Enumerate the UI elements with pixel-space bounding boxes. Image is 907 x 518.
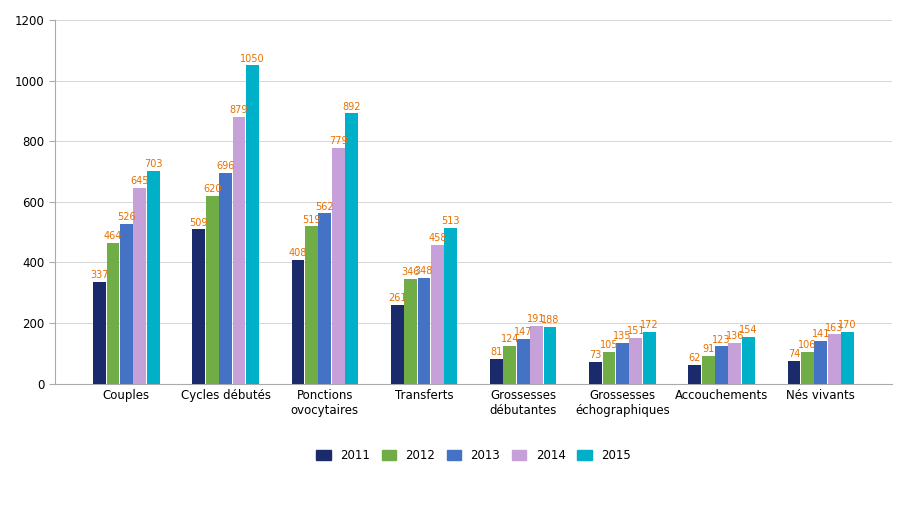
Text: 509: 509	[190, 218, 208, 227]
Text: 1050: 1050	[240, 54, 265, 64]
Bar	[444, 228, 457, 384]
Bar	[346, 113, 358, 384]
Bar	[246, 65, 258, 384]
Bar	[219, 173, 232, 384]
Text: 135: 135	[613, 331, 631, 341]
Bar	[291, 260, 305, 384]
Text: 105: 105	[600, 340, 619, 350]
Text: 879: 879	[229, 106, 249, 116]
Text: 261: 261	[388, 293, 406, 303]
Bar	[702, 356, 715, 384]
Bar	[490, 359, 502, 384]
Text: 346: 346	[402, 267, 420, 277]
Bar	[503, 346, 516, 384]
Text: 779: 779	[329, 136, 347, 146]
Bar	[332, 148, 345, 384]
Text: 91: 91	[702, 344, 715, 354]
Text: 408: 408	[288, 248, 307, 258]
Bar	[305, 226, 317, 384]
Bar	[787, 362, 800, 384]
Text: 513: 513	[442, 217, 460, 226]
Bar	[643, 332, 656, 384]
Bar	[431, 245, 444, 384]
Bar	[192, 229, 205, 384]
Bar	[841, 332, 854, 384]
Text: 464: 464	[104, 231, 122, 241]
Bar	[590, 362, 602, 384]
Text: 892: 892	[342, 102, 361, 111]
Bar	[417, 278, 431, 384]
Bar	[602, 352, 616, 384]
Bar	[517, 339, 530, 384]
Bar	[147, 170, 160, 384]
Text: 191: 191	[527, 314, 546, 324]
Bar	[107, 243, 120, 384]
Text: 519: 519	[302, 214, 321, 225]
Text: 526: 526	[117, 212, 136, 223]
Text: 62: 62	[688, 353, 701, 363]
Bar	[530, 326, 543, 384]
Text: 123: 123	[712, 335, 731, 344]
Bar	[120, 224, 133, 384]
Text: 141: 141	[812, 329, 830, 339]
Text: 73: 73	[590, 350, 601, 360]
Text: 696: 696	[217, 161, 235, 171]
Text: 703: 703	[144, 159, 162, 169]
Text: 151: 151	[627, 326, 645, 336]
Text: 170: 170	[838, 321, 857, 330]
Bar	[742, 337, 755, 384]
Text: 562: 562	[316, 202, 334, 211]
Bar	[616, 343, 629, 384]
Text: 106: 106	[798, 340, 816, 350]
Text: 136: 136	[726, 330, 744, 341]
Bar	[688, 365, 701, 384]
Text: 458: 458	[428, 233, 446, 243]
Text: 147: 147	[514, 327, 532, 337]
Text: 188: 188	[541, 315, 559, 325]
Text: 645: 645	[131, 177, 149, 186]
Text: 172: 172	[639, 320, 658, 330]
Bar	[543, 327, 556, 384]
Text: 348: 348	[414, 266, 434, 277]
Text: 81: 81	[491, 348, 502, 357]
Text: 620: 620	[203, 184, 221, 194]
Bar	[715, 347, 728, 384]
Bar	[728, 342, 741, 384]
Bar	[801, 352, 814, 384]
Legend: 2011, 2012, 2013, 2014, 2015: 2011, 2012, 2013, 2014, 2015	[312, 444, 636, 467]
Text: 74: 74	[788, 350, 800, 359]
Bar	[318, 213, 331, 384]
Bar	[629, 338, 642, 384]
Text: 337: 337	[91, 270, 109, 280]
Bar	[93, 282, 106, 384]
Bar	[391, 305, 404, 384]
Bar	[405, 279, 417, 384]
Bar	[814, 341, 827, 384]
Bar	[206, 196, 219, 384]
Text: 154: 154	[739, 325, 757, 335]
Bar	[828, 334, 841, 384]
Bar	[133, 188, 146, 384]
Text: 163: 163	[825, 323, 844, 333]
Bar	[232, 117, 246, 384]
Text: 124: 124	[501, 334, 519, 344]
